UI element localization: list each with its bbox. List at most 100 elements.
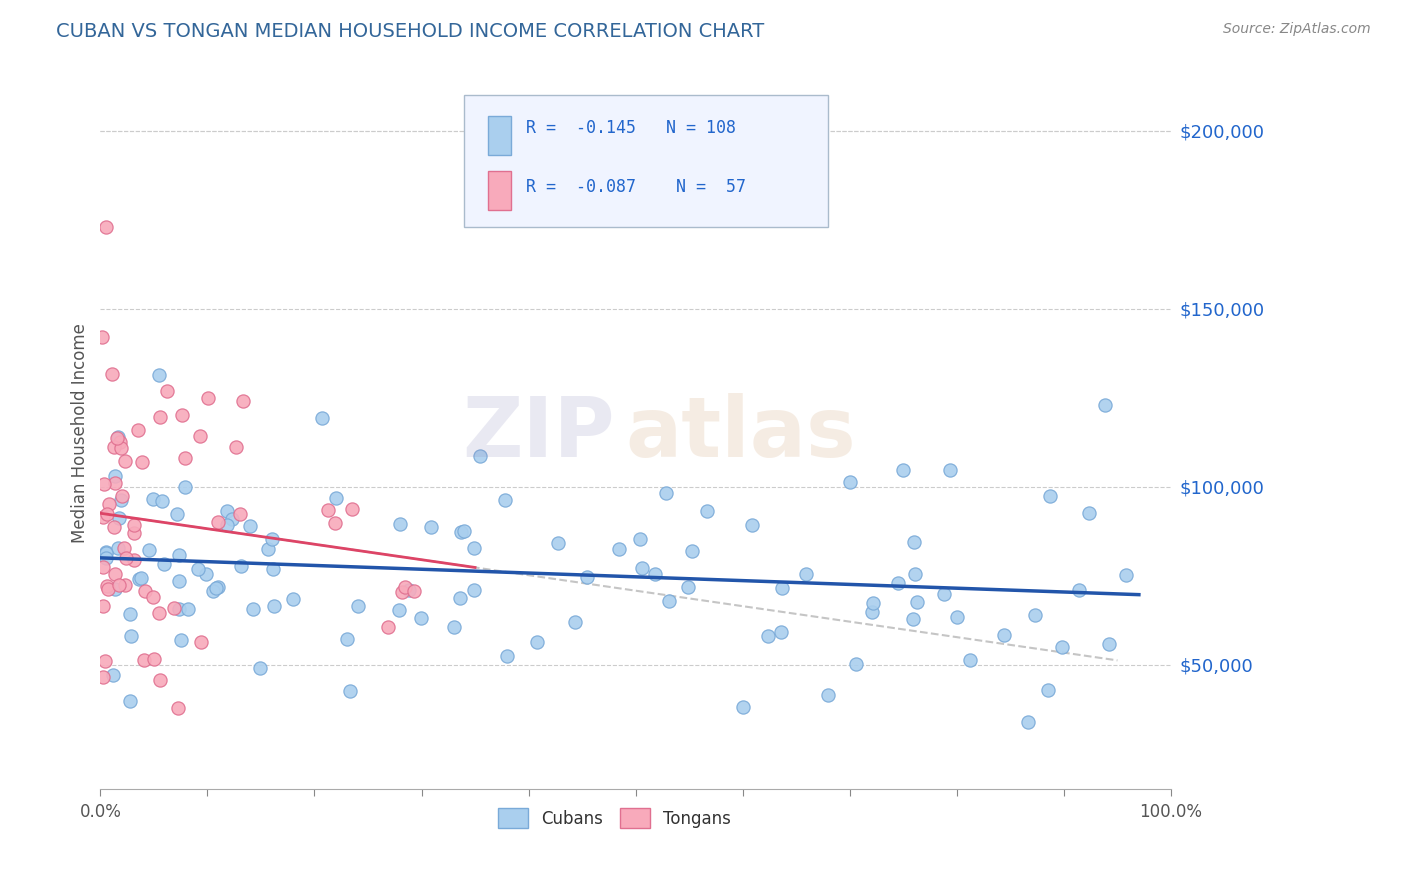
Point xyxy=(111,489,134,503)
Point xyxy=(97,497,120,511)
Point xyxy=(187,562,209,576)
Point xyxy=(96,579,118,593)
Point xyxy=(262,561,284,575)
Point xyxy=(769,624,792,639)
FancyBboxPatch shape xyxy=(464,95,828,227)
Point xyxy=(696,504,718,518)
Point xyxy=(311,411,333,425)
Point xyxy=(389,516,412,531)
Point xyxy=(97,582,120,597)
Point xyxy=(156,384,179,398)
Point xyxy=(839,475,862,489)
Point xyxy=(101,367,124,381)
Point xyxy=(496,648,519,663)
Point xyxy=(323,516,346,531)
Point xyxy=(257,542,280,557)
Point xyxy=(678,581,700,595)
Point xyxy=(229,507,252,521)
Point xyxy=(1017,714,1039,729)
FancyBboxPatch shape xyxy=(488,116,512,155)
Point xyxy=(94,550,117,565)
Point xyxy=(108,578,131,592)
Point xyxy=(93,477,115,491)
Point xyxy=(153,558,176,572)
Point xyxy=(120,629,142,643)
Point xyxy=(122,518,145,533)
Point xyxy=(122,553,145,567)
Point xyxy=(862,596,884,610)
Point xyxy=(756,629,779,643)
Point xyxy=(90,329,112,343)
Point xyxy=(1024,607,1046,622)
Point xyxy=(731,699,754,714)
Point xyxy=(339,683,361,698)
Point xyxy=(122,525,145,540)
Point xyxy=(325,491,347,506)
Point xyxy=(110,492,132,507)
Point xyxy=(94,219,117,234)
Point xyxy=(494,493,516,508)
Point xyxy=(388,603,411,617)
Point xyxy=(242,602,264,616)
Point xyxy=(249,661,271,675)
Point xyxy=(411,610,433,624)
Point xyxy=(770,581,793,595)
Point xyxy=(217,504,239,518)
Point xyxy=(318,502,340,516)
Point xyxy=(149,410,172,425)
Point xyxy=(404,583,426,598)
Point xyxy=(134,583,156,598)
Point xyxy=(905,595,928,609)
Point xyxy=(576,570,599,584)
Point xyxy=(468,449,491,463)
Point xyxy=(104,582,127,596)
Point xyxy=(887,576,910,591)
Point xyxy=(1050,640,1073,654)
Point xyxy=(202,584,225,599)
Point xyxy=(239,519,262,533)
Point xyxy=(96,507,118,521)
Point xyxy=(205,581,228,595)
Point xyxy=(394,580,416,594)
Point xyxy=(391,585,413,599)
Text: R =  -0.145   N = 108: R = -0.145 N = 108 xyxy=(526,120,737,137)
Legend: Cubans, Tongans: Cubans, Tongans xyxy=(491,802,738,834)
Point xyxy=(110,441,132,455)
Point xyxy=(398,582,420,597)
Point xyxy=(94,546,117,560)
Point xyxy=(260,532,283,546)
Point xyxy=(170,633,193,648)
Point xyxy=(946,610,969,624)
Point xyxy=(628,532,651,546)
Point xyxy=(112,541,135,555)
Point xyxy=(114,577,136,591)
Point xyxy=(377,620,399,634)
Point xyxy=(1094,398,1116,412)
Point xyxy=(463,582,485,597)
Point xyxy=(115,550,138,565)
Point xyxy=(91,510,114,524)
Text: CUBAN VS TONGAN MEDIAN HOUSEHOLD INCOME CORRELATION CHART: CUBAN VS TONGAN MEDIAN HOUSEHOLD INCOME … xyxy=(56,22,765,41)
Point xyxy=(463,541,485,555)
Point xyxy=(142,590,165,604)
Point xyxy=(105,431,128,445)
Point xyxy=(1115,567,1137,582)
Point xyxy=(107,430,129,444)
Point xyxy=(655,486,678,500)
Point xyxy=(959,653,981,667)
Point xyxy=(129,571,152,585)
Point xyxy=(108,511,131,525)
Point xyxy=(658,593,681,607)
Y-axis label: Median Household Income: Median Household Income xyxy=(72,324,89,543)
Point xyxy=(817,689,839,703)
Point xyxy=(131,455,153,469)
Point xyxy=(347,599,370,614)
Point xyxy=(188,429,211,443)
Point xyxy=(443,620,465,634)
Point xyxy=(340,501,363,516)
Point xyxy=(107,541,129,555)
Point xyxy=(225,440,247,454)
Point xyxy=(993,628,1015,642)
Point xyxy=(190,634,212,648)
Point xyxy=(547,536,569,550)
